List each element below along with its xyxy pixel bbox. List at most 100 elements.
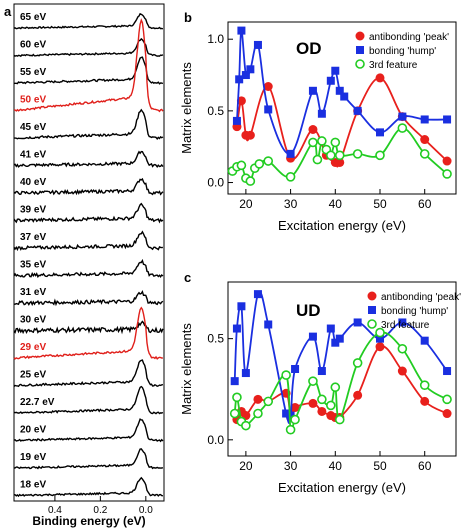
- panel-a-xlabel: Binding energy (eV): [32, 514, 145, 528]
- data-point: [281, 370, 291, 380]
- spectrum-trace: [13, 359, 164, 388]
- x-tick-label: 40: [329, 197, 343, 211]
- panel-c-letter: c: [184, 270, 191, 285]
- data-point: [419, 149, 430, 159]
- panel-a: a 65 eV 60 eV 55 eV 50 eV 45 eV 41 eV 40 eV 39 …: [4, 3, 165, 528]
- panel-a-x-axis: 0.4 0.2 0.0: [48, 496, 153, 516]
- data-point: [245, 176, 256, 186]
- data-point: [232, 392, 242, 403]
- x-tick-label: 0.4: [48, 505, 62, 516]
- spectrum-trace: [13, 320, 164, 335]
- spectrum-label: 39 eV: [20, 205, 46, 216]
- data-point: [397, 366, 407, 376]
- data-point: [352, 149, 363, 159]
- spectrum-trace: [14, 108, 164, 141]
- spectrum-trace: [13, 230, 164, 252]
- spectrum-label: 50 eV: [20, 95, 46, 106]
- data-point: [253, 40, 262, 49]
- x-tick-label: 0.0: [139, 505, 153, 516]
- data-point: [308, 137, 318, 148]
- panel-b-legend: antibonding 'peak' bonding 'hump' 3rd feat…: [355, 31, 449, 71]
- legend-label: bonding 'hump': [381, 306, 448, 317]
- spectrum-trace: [13, 56, 164, 85]
- panel-b-axes: 20 30 40 50 60 0.0 0.5 1.0: [207, 32, 431, 211]
- spectrum-trace: [13, 202, 164, 224]
- data-point: [245, 130, 255, 140]
- data-point: [442, 394, 452, 405]
- spectrum-trace: [13, 150, 164, 168]
- data-point: [331, 338, 340, 347]
- legend-label: 3rd feature: [381, 320, 430, 331]
- legend-marker: [355, 59, 365, 69]
- data-point: [308, 86, 317, 95]
- data-point: [230, 377, 239, 386]
- y-tick-label: 1.0: [207, 32, 224, 46]
- data-point: [308, 332, 317, 341]
- spectrum-trace: [13, 476, 164, 498]
- data-point: [335, 157, 345, 167]
- data-point: [442, 409, 452, 419]
- data-point: [353, 390, 363, 400]
- data-point: [353, 318, 362, 327]
- spectrum-label: 18 eV: [20, 480, 46, 491]
- data-point: [330, 382, 341, 393]
- data-point: [352, 358, 363, 368]
- data-point: [397, 343, 408, 354]
- data-point: [236, 96, 246, 106]
- panel-b-letter: b: [184, 10, 192, 25]
- data-point: [397, 123, 408, 133]
- panel-c-title: UD: [296, 301, 321, 320]
- data-point: [419, 380, 430, 390]
- data-point: [375, 150, 385, 161]
- data-point: [335, 86, 344, 95]
- x-tick-label: 30: [284, 459, 298, 473]
- data-point: [236, 160, 247, 171]
- data-point: [285, 172, 296, 182]
- legend-marker: [367, 319, 377, 329]
- spectrum-label: 60 eV: [20, 40, 46, 51]
- data-point: [285, 424, 296, 435]
- data-point: [353, 106, 362, 115]
- data-point: [375, 73, 385, 83]
- legend-marker: [356, 46, 364, 54]
- spectrum-label: 37 eV: [20, 232, 46, 243]
- data-point: [246, 65, 255, 74]
- spectrum-label: 45 eV: [20, 122, 46, 133]
- data-point: [264, 320, 273, 329]
- data-point: [442, 156, 452, 166]
- x-tick-label: 30: [284, 197, 298, 211]
- series-line: [236, 345, 448, 421]
- legend-label: antibonding 'peak': [369, 32, 449, 43]
- data-point: [317, 394, 327, 405]
- panel-a-frame: [13, 3, 165, 502]
- panel-c-ylabel: Matrix elements: [179, 323, 194, 415]
- data-point: [264, 105, 273, 114]
- spectrum-trace: [13, 12, 164, 30]
- data-point: [237, 26, 246, 35]
- panel-b-xlabel: Excitation energy (eV): [278, 218, 406, 233]
- data-point: [232, 324, 241, 333]
- data-point: [253, 408, 263, 419]
- data-point: [241, 420, 251, 431]
- data-point: [263, 156, 274, 166]
- data-point: [326, 400, 336, 411]
- data-point: [420, 115, 429, 124]
- data-point: [317, 406, 327, 416]
- spectrum-label: 65 eV: [20, 12, 46, 23]
- legend-marker: [367, 291, 377, 301]
- spectrum-label: 20 eV: [20, 425, 46, 436]
- spectrum-label: 35 eV: [20, 260, 46, 271]
- data-point: [263, 82, 273, 91]
- spectrum-label: 41 eV: [20, 150, 46, 161]
- x-tick-label: 40: [329, 459, 343, 473]
- data-point: [334, 414, 345, 425]
- spectrum-trace: [13, 177, 164, 196]
- data-point: [308, 376, 318, 386]
- data-point: [376, 128, 384, 137]
- spectrum-label: 22.7 eV: [20, 397, 55, 408]
- spectrum-label: 30 eV: [20, 315, 46, 326]
- data-point: [326, 150, 336, 161]
- panel-c-xlabel: Excitation energy (eV): [278, 480, 406, 495]
- data-point: [420, 135, 430, 145]
